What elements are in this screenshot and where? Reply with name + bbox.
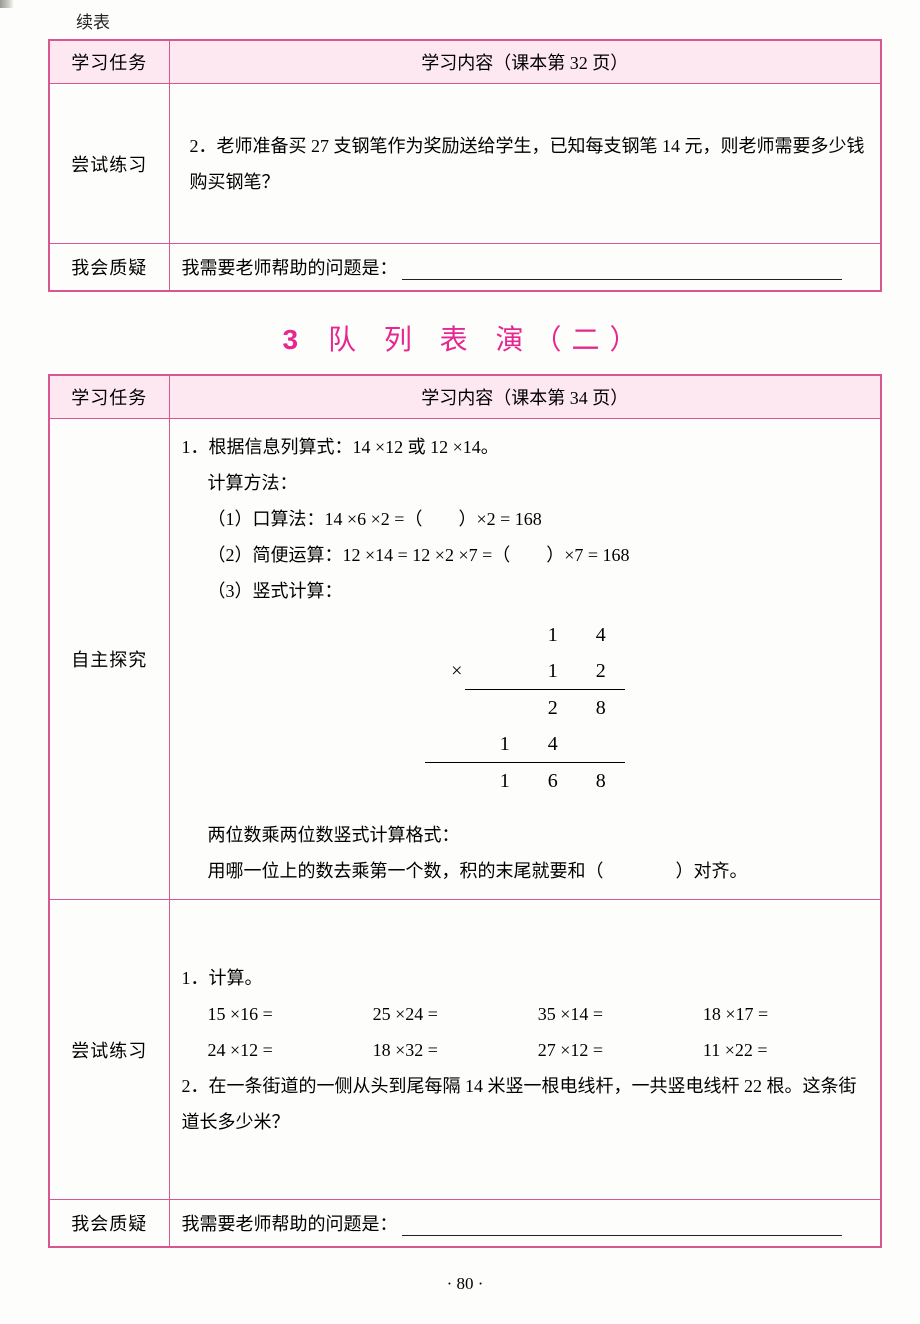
vmul-cell bbox=[577, 726, 625, 762]
table-header-row: 学习任务 学习内容（课本第 32 页） bbox=[49, 40, 881, 84]
vertical-multiplication: 1 4 × 1 2 2 bbox=[425, 617, 625, 799]
row-label-practice: 尝试练习 bbox=[49, 84, 169, 244]
table-row: 尝试练习 2．老师准备买 27 支钢笔作为奖励送给学生，已知每支钢笔 14 元，… bbox=[49, 84, 881, 244]
calc-item: 25 ×24 = bbox=[373, 996, 538, 1032]
vmul-cell: 4 bbox=[529, 726, 577, 762]
practice-question: 2．老师准备买 27 支钢笔作为奖励送给学生，已知每支钢笔 14 元，则老师需要… bbox=[190, 128, 869, 200]
table-header-row: 学习任务 学习内容（课本第 34 页） bbox=[49, 375, 881, 419]
explore-line: 1．根据信息列算式：14 ×12 或 12 ×14。 bbox=[182, 429, 869, 465]
calc-item: 27 ×12 = bbox=[538, 1032, 703, 1068]
vmul-cell bbox=[481, 617, 529, 653]
table-row: 尝试练习 1．计算。 15 ×16 = 25 ×24 = 35 ×14 = 18… bbox=[49, 900, 881, 1200]
explore-method-1: （1）口算法：14 ×6 ×2 =（ ）×2 = 168 bbox=[208, 501, 869, 537]
vmul-top: 1 4 bbox=[425, 617, 625, 653]
vmul-cell: 1 bbox=[481, 763, 529, 799]
calc-item: 18 ×32 = bbox=[373, 1032, 538, 1068]
calc-item: 18 ×17 = bbox=[703, 996, 868, 1032]
explore-method-3: （3）竖式计算： bbox=[208, 573, 869, 609]
practice-cell: 1．计算。 15 ×16 = 25 ×24 = 35 ×14 = 18 ×17 … bbox=[169, 900, 881, 1200]
explore-note: 两位数乘两位数竖式计算格式： bbox=[208, 817, 869, 853]
vmul-cell: 6 bbox=[529, 763, 577, 799]
practice-word-problem: 2．在一条街道的一侧从头到尾每隔 14 米竖一根电线杆，一共竖电线杆 22 根。… bbox=[182, 1068, 869, 1140]
vmul-cell: 1 bbox=[481, 726, 529, 762]
calc-item: 35 ×14 = bbox=[538, 996, 703, 1032]
explore-method-2: （2）简便运算：12 ×14 = 12 ×2 ×7 =（ ）×7 = 168 bbox=[208, 537, 869, 573]
question-cell: 我需要老师帮助的问题是： bbox=[169, 244, 881, 292]
vmul-cell: 8 bbox=[577, 763, 625, 799]
page-number: · 80 · bbox=[48, 1274, 882, 1294]
calc-row: 24 ×12 = 18 ×32 = 27 ×12 = 11 ×22 = bbox=[208, 1032, 869, 1068]
vmul-cell: 8 bbox=[577, 690, 625, 726]
vmul-cell: 1 bbox=[529, 617, 577, 653]
section-title: 3 队 列 表 演（二） bbox=[48, 318, 882, 358]
table-row: 我会质疑 我需要老师帮助的问题是： bbox=[49, 1200, 881, 1248]
table-row: 我会质疑 我需要老师帮助的问题是： bbox=[49, 244, 881, 292]
table-row: 自主探究 1．根据信息列算式：14 ×12 或 12 ×14。 计算方法： （1… bbox=[49, 419, 881, 900]
vmul-cell bbox=[481, 653, 529, 689]
vmul-cell bbox=[433, 763, 481, 799]
answer-blank-line[interactable] bbox=[402, 260, 842, 280]
col-header-content: 学习内容（课本第 32 页） bbox=[169, 40, 881, 84]
question-prompt: 我需要老师帮助的问题是： bbox=[182, 1214, 398, 1234]
vmul-cell bbox=[433, 726, 481, 762]
vmul-partial-2: 1 4 bbox=[425, 726, 625, 762]
section-title-text: 队 列 表 演（二） bbox=[328, 324, 647, 355]
question-cell: 我需要老师帮助的问题是： bbox=[169, 1200, 881, 1248]
calc-item: 24 ×12 = bbox=[208, 1032, 373, 1068]
explore-line: 计算方法： bbox=[208, 465, 869, 501]
col-header-task: 学习任务 bbox=[49, 375, 169, 419]
vmul-cell: 1 bbox=[529, 653, 577, 689]
vmul-cell bbox=[481, 690, 529, 726]
vmul-cell: 4 bbox=[577, 617, 625, 653]
vmul-cell: 2 bbox=[529, 690, 577, 726]
table-continued: 学习任务 学习内容（课本第 32 页） 尝试练习 2．老师准备买 27 支钢笔作… bbox=[48, 39, 882, 292]
calc-row: 15 ×16 = 25 ×24 = 35 ×14 = 18 ×17 = bbox=[208, 996, 869, 1032]
practice-heading: 1．计算。 bbox=[182, 960, 869, 996]
row-label-practice: 尝试练习 bbox=[49, 900, 169, 1200]
explore-note: 用哪一位上的数去乘第一个数，积的末尾就要和（ ）对齐。 bbox=[208, 853, 869, 889]
vmul-cell: 2 bbox=[577, 653, 625, 689]
row-label-question: 我会质疑 bbox=[49, 1200, 169, 1248]
practice-cell: 2．老师准备买 27 支钢笔作为奖励送给学生，已知每支钢笔 14 元，则老师需要… bbox=[169, 84, 881, 244]
section-number: 3 bbox=[283, 324, 299, 355]
vmul-partial-1: 2 8 bbox=[425, 690, 625, 726]
col-header-task: 学习任务 bbox=[49, 40, 169, 84]
answer-blank-line[interactable] bbox=[402, 1216, 842, 1236]
explore-cell: 1．根据信息列算式：14 ×12 或 12 ×14。 计算方法： （1）口算法：… bbox=[169, 419, 881, 900]
continued-label: 续表 bbox=[76, 8, 882, 33]
vmul-sum: 1 6 8 bbox=[425, 763, 625, 799]
question-prompt: 我需要老师帮助的问题是： bbox=[182, 258, 398, 278]
table-section-3: 学习任务 学习内容（课本第 34 页） 自主探究 1．根据信息列算式：14 ×1… bbox=[48, 374, 882, 1248]
row-label-explore: 自主探究 bbox=[49, 419, 169, 900]
row-label-question: 我会质疑 bbox=[49, 244, 169, 292]
vmul-cell bbox=[433, 690, 481, 726]
calc-item: 15 ×16 = bbox=[208, 996, 373, 1032]
page-container: 续表 学习任务 学习内容（课本第 32 页） 尝试练习 2．老师准备买 27 支… bbox=[0, 8, 920, 1324]
vmul-operator: × bbox=[433, 653, 481, 689]
calc-item: 11 ×22 = bbox=[703, 1032, 868, 1068]
vmul-cell bbox=[433, 617, 481, 653]
vmul-second: × 1 2 bbox=[425, 653, 625, 689]
col-header-content: 学习内容（课本第 34 页） bbox=[169, 375, 881, 419]
